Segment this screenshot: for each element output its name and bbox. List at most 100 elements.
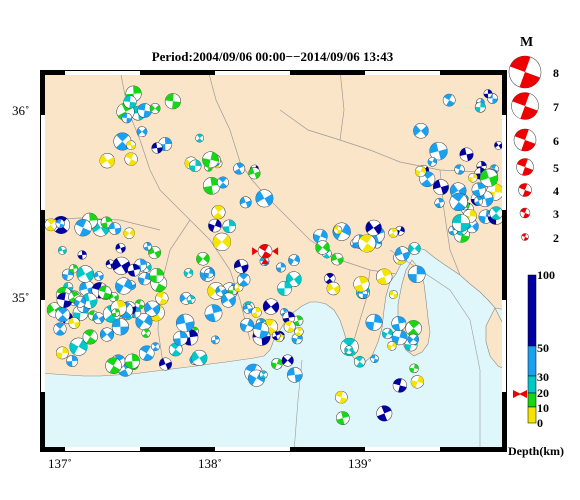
event-glyph [126, 140, 136, 151]
event-glyph [124, 152, 138, 166]
event-glyph [55, 307, 71, 323]
event-glyph [144, 300, 161, 317]
map-canvas[interactable] [40, 70, 507, 452]
event-glyph [414, 165, 427, 178]
event-glyph [99, 153, 115, 169]
event-glyph [370, 354, 379, 364]
event-glyph [334, 390, 348, 404]
event-glyph [277, 280, 293, 296]
event-glyph [468, 172, 478, 183]
event-glyph [483, 89, 493, 99]
event-glyph [74, 219, 92, 237]
lon-label-138: 138˚ [198, 456, 222, 471]
mag-label-2: 2 [553, 231, 559, 245]
magnitude-ball-6 [513, 128, 537, 152]
event-glyph [473, 196, 484, 206]
magnitude-legend-title: M [520, 35, 534, 50]
event-glyph [494, 141, 503, 150]
event-glyph [149, 267, 165, 284]
event-glyph [93, 271, 104, 281]
event-glyph [115, 242, 126, 254]
event-glyph [442, 93, 456, 107]
event-glyph [55, 346, 69, 360]
event-glyph [407, 333, 419, 346]
event-glyph [449, 192, 468, 212]
focus-marker-bottom [261, 258, 270, 265]
event-glyph [233, 162, 246, 175]
event-glyph [408, 242, 421, 255]
event-glyph [55, 219, 65, 229]
event-glyph [432, 179, 449, 196]
depth-tick-10: 10 [537, 401, 549, 415]
event-glyph [392, 378, 408, 393]
event-glyph [391, 329, 408, 346]
event-glyph [252, 322, 270, 339]
mag-label-5: 5 [553, 161, 559, 175]
event-glyph [155, 291, 169, 305]
event-glyph [195, 133, 205, 143]
event-glyph [285, 271, 302, 288]
depth-marker-right [519, 390, 527, 398]
depth-tick-50: 50 [537, 341, 549, 355]
event-glyph [76, 265, 95, 283]
magnitude-ball-5 [516, 158, 534, 176]
event-glyph [409, 363, 419, 374]
event-glyph [124, 353, 140, 369]
event-glyph [123, 95, 137, 109]
event-glyph [365, 313, 383, 331]
event-glyph [259, 370, 268, 379]
event-glyph [77, 250, 87, 260]
event-glyph [344, 345, 354, 355]
event-glyph [281, 354, 294, 367]
depth-tick-20: 20 [537, 386, 549, 400]
event-glyph [68, 317, 81, 329]
event-glyph [262, 298, 280, 315]
event-glyph [58, 246, 67, 255]
event-glyph [407, 265, 426, 284]
event-glyph [136, 126, 148, 138]
event-glyph [143, 242, 152, 251]
event-glyph [251, 307, 262, 318]
event-glyph [204, 304, 223, 322]
event-glyph [175, 313, 195, 333]
mag-label-3: 3 [553, 207, 559, 221]
event-glyph [429, 141, 448, 161]
prefecture-borders [40, 70, 481, 371]
event-glyph [357, 234, 377, 253]
event-glyph [292, 315, 304, 327]
event-glyph [202, 151, 219, 169]
event-glyph [212, 232, 232, 252]
event-glyph [330, 252, 344, 266]
event-glyph [388, 227, 399, 238]
depth-marker-left [513, 390, 521, 398]
event-glyph [474, 101, 486, 113]
event-glyph [138, 345, 155, 361]
event-glyph [376, 268, 393, 285]
event-glyph [105, 357, 122, 374]
event-glyph [283, 320, 296, 333]
event-glyph [127, 263, 141, 277]
event-glyph [365, 219, 382, 237]
event-glyph [149, 103, 161, 114]
lon-label-139: 139˚ [348, 456, 372, 471]
event-glyph [148, 246, 162, 259]
depth-tick-100: 100 [537, 268, 555, 282]
event-glyph [353, 276, 370, 293]
event-glyph [111, 308, 120, 317]
event-glyph [141, 328, 151, 338]
map-border [40, 70, 507, 452]
event-glyph [222, 219, 236, 234]
event-glyph [186, 295, 196, 304]
event-glyph [275, 262, 286, 273]
event-glyph [255, 189, 274, 208]
peninsula [397, 259, 431, 357]
event-glyph [111, 318, 129, 336]
mag-label-6: 6 [553, 134, 559, 148]
event-glyph [434, 197, 445, 208]
event-glyph [271, 331, 281, 341]
event-glyph [454, 164, 465, 175]
magnitude-legend [508, 55, 542, 241]
focus-marker-left [252, 247, 259, 256]
event-glyph [121, 112, 133, 124]
map-frame[interactable] [40, 70, 507, 452]
